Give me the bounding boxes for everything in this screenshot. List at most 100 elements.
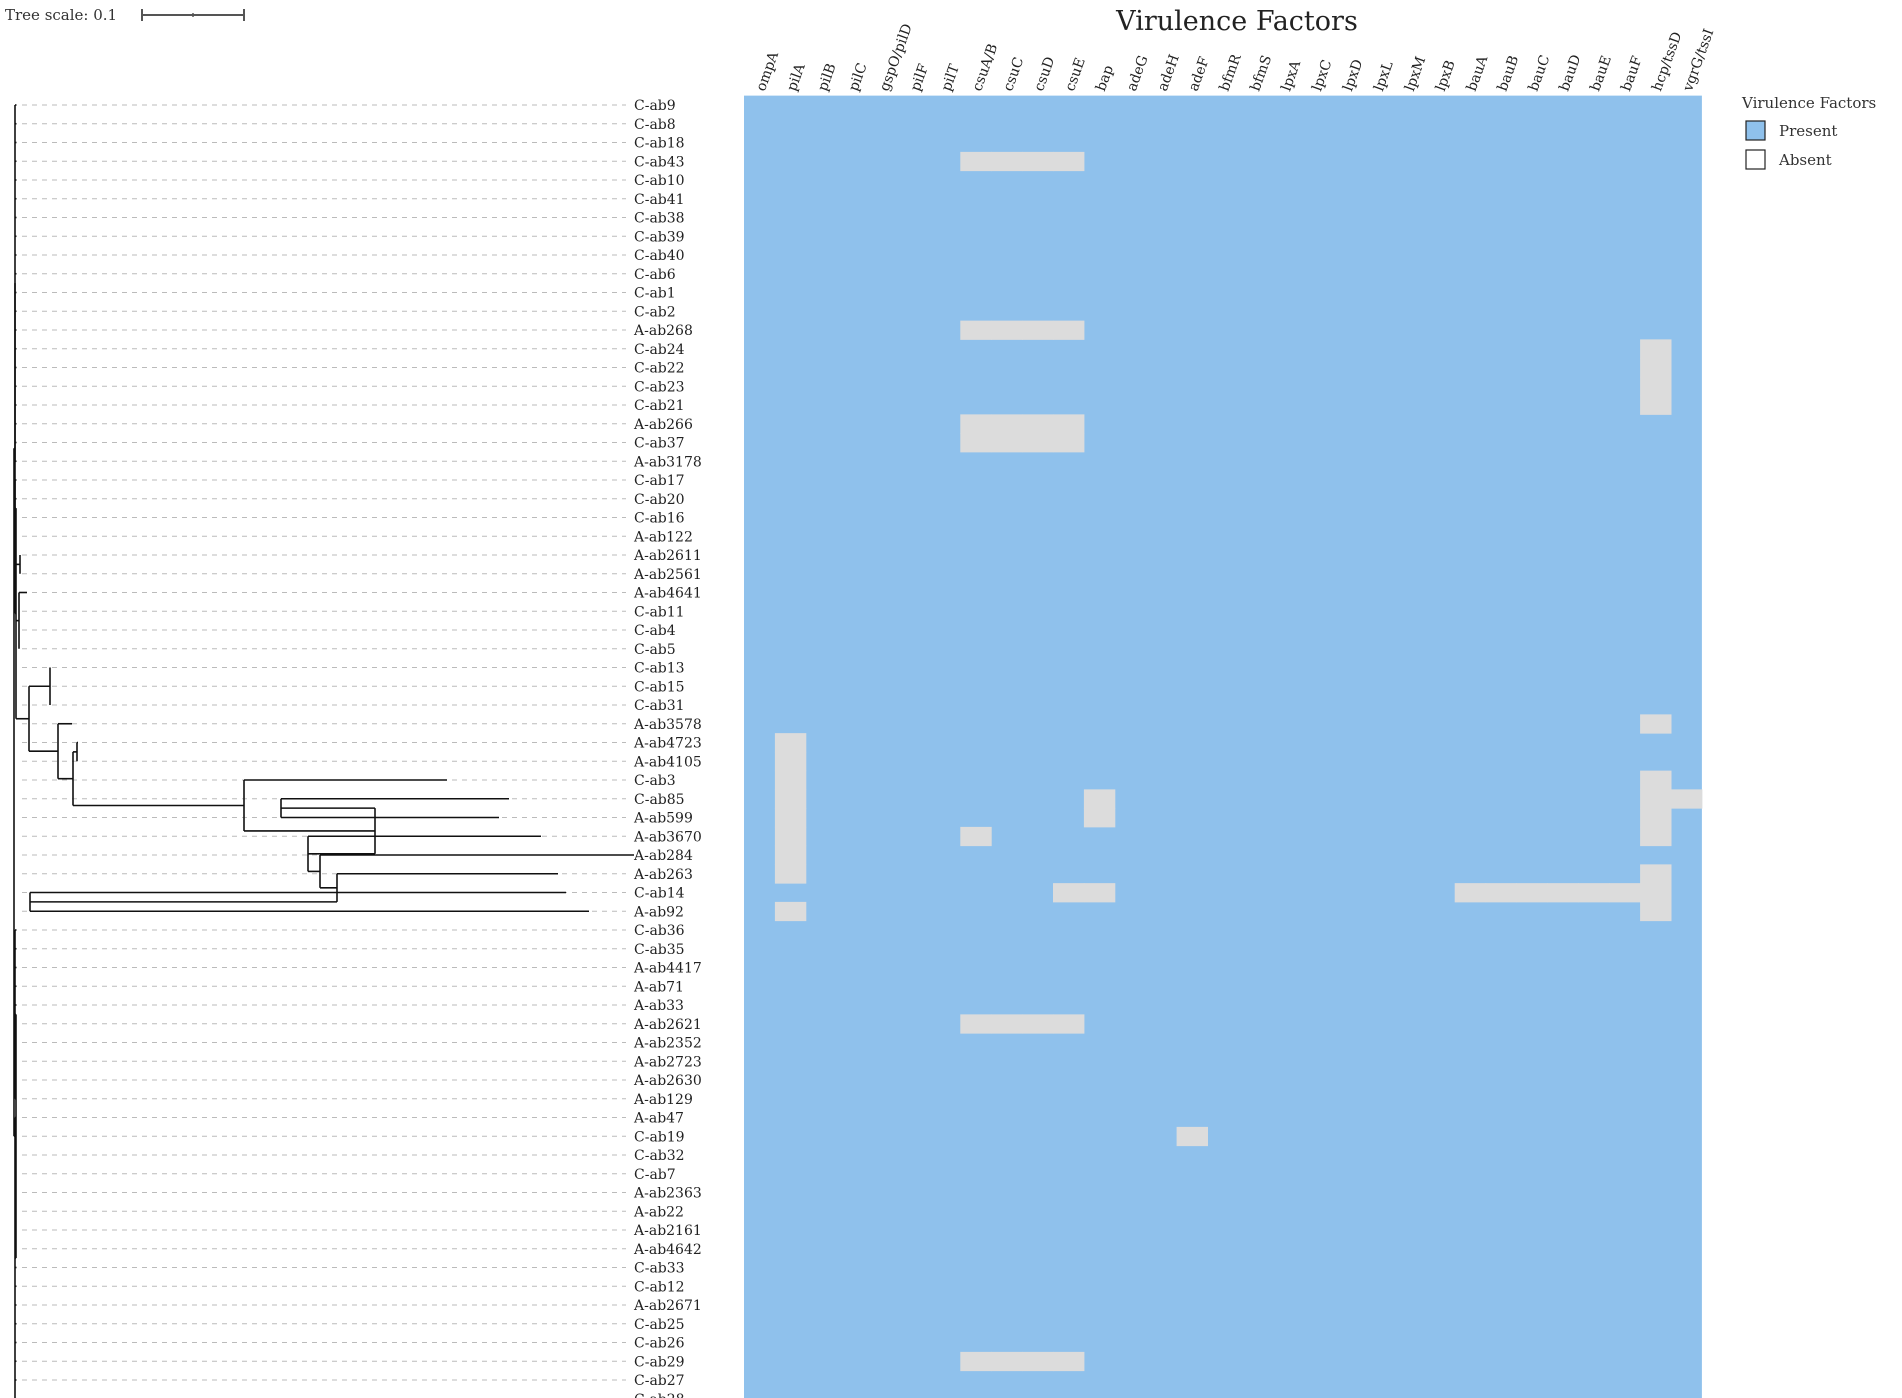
taxon-label: A-ab599 — [633, 811, 693, 827]
taxon-label: A-ab2723 — [633, 1054, 702, 1070]
absent-cell — [1022, 1351, 1054, 1372]
gene-column-label: bauD — [1557, 53, 1585, 94]
absent-cell — [1578, 883, 1610, 903]
taxon-label: A-ab129 — [633, 1092, 693, 1108]
gene-column-label: bauF — [1618, 54, 1645, 94]
taxon-label: A-ab284 — [633, 848, 693, 864]
taxon-label: A-ab71 — [633, 979, 684, 995]
gene-column-label: lpxC — [1309, 58, 1335, 94]
taxon-label: A-ab2363 — [633, 1186, 702, 1202]
taxon-labels: C-ab9 C-ab8 C-ab18 C-ab43 C-ab10 C-ab41 C-ab38… — [633, 98, 702, 1398]
taxon-label: C-ab10 — [634, 173, 685, 189]
taxon-label: A-ab3178 — [633, 454, 702, 470]
legend-label-present: Present — [1779, 122, 1837, 140]
taxon-label: C-ab31 — [634, 698, 685, 714]
absent-cell — [991, 433, 1023, 453]
absent-cell — [960, 433, 992, 453]
taxon-label: C-ab23 — [634, 379, 685, 395]
taxon-label: C-ab32 — [634, 1148, 685, 1164]
absent-cell — [960, 414, 992, 434]
taxon-label: C-ab24 — [634, 342, 685, 358]
gene-column-label: csuC — [1000, 55, 1027, 93]
absent-cell — [1053, 433, 1085, 453]
taxon-label: A-ab2671 — [633, 1298, 702, 1314]
absent-cell — [1022, 151, 1054, 172]
gene-column-label: csuA/B — [969, 42, 1001, 94]
taxon-label: A-ab122 — [633, 529, 693, 545]
absent-cell — [1640, 864, 1672, 884]
taxon-label: C-ab2 — [634, 304, 676, 320]
taxon-label: C-ab41 — [634, 192, 685, 208]
taxon-label: C-ab17 — [634, 473, 685, 489]
absent-cell — [1640, 714, 1672, 734]
taxon-label: C-ab3 — [634, 773, 676, 789]
absent-cell — [1609, 883, 1641, 903]
absent-cell — [1083, 808, 1116, 828]
taxon-label: A-ab92 — [633, 904, 684, 920]
taxon-label: C-ab43 — [634, 154, 685, 170]
taxon-label: C-ab26 — [634, 1336, 685, 1352]
absent-cell — [1083, 883, 1116, 903]
taxon-label: A-ab4417 — [633, 961, 702, 977]
absent-cell — [774, 901, 807, 922]
taxon-label: A-ab4105 — [633, 754, 702, 770]
taxon-label: C-ab85 — [634, 792, 685, 808]
absent-cell — [1640, 826, 1672, 847]
absent-cell — [1053, 320, 1085, 340]
absent-cell — [774, 789, 807, 809]
heatmap-title: Virulence Factors — [1115, 6, 1358, 37]
absent-cell — [774, 845, 807, 865]
taxon-label: C-ab22 — [634, 361, 685, 377]
absent-cell — [1053, 883, 1085, 903]
gene-column-label: hcp/tssD — [1649, 30, 1685, 94]
gene-column-label: bfmS — [1248, 53, 1276, 93]
absent-cell — [1022, 414, 1054, 434]
taxon-label: C-ab35 — [634, 942, 685, 958]
absent-cell — [960, 826, 992, 847]
absent-cell — [774, 864, 807, 884]
absent-cell — [1640, 376, 1672, 397]
taxon-label: A-ab2561 — [633, 567, 702, 583]
absent-cell — [1022, 433, 1054, 453]
taxon-label: C-ab20 — [634, 492, 685, 508]
taxon-label: A-ab268 — [633, 323, 693, 339]
taxon-label: C-ab7 — [634, 1167, 676, 1183]
absent-cell — [1516, 883, 1548, 903]
legend-label-absent: Absent — [1778, 151, 1832, 169]
gene-column-label: pilC — [846, 61, 871, 93]
tree-scale: Tree scale: 0.1 — [5, 6, 245, 24]
taxon-label: C-ab13 — [634, 661, 685, 677]
absent-cell — [1454, 883, 1487, 903]
taxon-label: C-ab14 — [634, 886, 685, 902]
taxon-label: C-ab11 — [634, 604, 685, 620]
taxon-label: C-ab9 — [634, 98, 676, 114]
absent-cell — [991, 1351, 1023, 1372]
taxon-label: A-ab2611 — [633, 548, 702, 564]
absent-cell — [1640, 883, 1672, 903]
absent-cell — [1547, 883, 1579, 903]
tip-guide-lines — [22, 104, 626, 1381]
taxon-label: C-ab6 — [634, 267, 676, 283]
gene-column-label: lpxA — [1278, 58, 1304, 94]
absent-cell — [774, 826, 807, 847]
gene-column-label: adeH — [1155, 52, 1183, 93]
taxon-label: C-ab5 — [634, 642, 676, 658]
taxon-label: C-ab33 — [634, 1261, 685, 1277]
taxon-label: A-ab22 — [633, 1204, 684, 1220]
gene-column-label: lpxM — [1402, 54, 1429, 93]
taxon-label: C-ab25 — [634, 1317, 685, 1333]
gene-column-label: bauC — [1526, 53, 1554, 93]
taxon-label: A-ab3670 — [633, 829, 702, 845]
absent-cell — [960, 1014, 992, 1034]
taxon-label: C-ab19 — [634, 1129, 685, 1145]
absent-cell — [991, 151, 1023, 172]
absent-cell — [1640, 358, 1672, 378]
absent-cell — [991, 414, 1023, 434]
absent-cell — [1083, 789, 1116, 809]
absent-cell — [1640, 339, 1672, 359]
gene-column-label: lpxL — [1371, 59, 1397, 93]
absent-cell — [1485, 883, 1517, 903]
absent-cell — [1671, 789, 1703, 809]
taxon-label: C-ab12 — [634, 1279, 685, 1295]
